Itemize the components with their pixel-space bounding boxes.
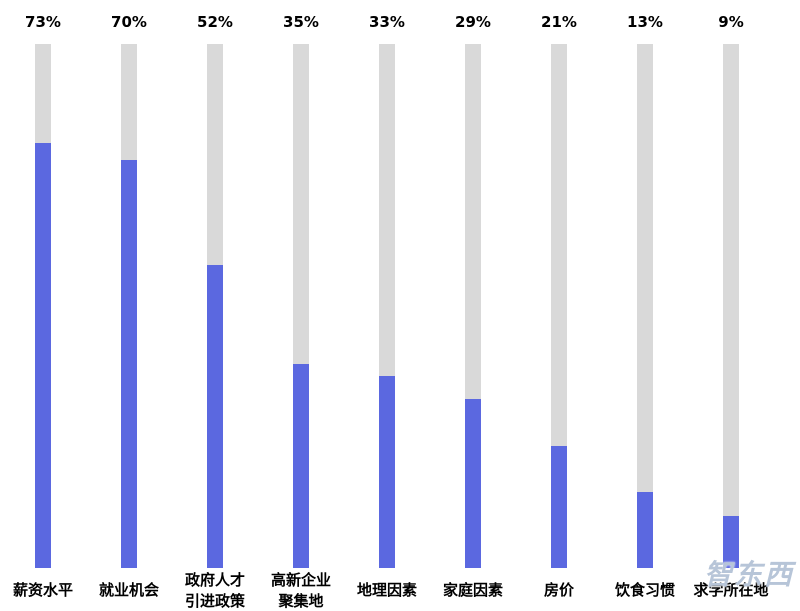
bar-track — [379, 44, 395, 568]
bar-value-label: 29% — [455, 13, 491, 31]
bar-category-label: 家庭因素 — [442, 581, 503, 600]
bar-column: 73% 薪资水平 — [0, 0, 86, 611]
bar-value-label: 35% — [283, 13, 319, 31]
bar-value-label: 33% — [369, 13, 405, 31]
bar-track — [121, 44, 137, 568]
bar-column: 9% 求学所在地 — [688, 0, 774, 611]
bar-category-label: 求学所在地 — [693, 581, 769, 600]
bar-fill — [723, 515, 739, 568]
bar-fill — [207, 265, 223, 568]
bar-value-label: 13% — [627, 13, 663, 31]
bar-fill — [35, 142, 51, 568]
bar-category-label: 政府人才 引进政策 — [184, 571, 245, 610]
bar-category-label: 就业机会 — [98, 581, 159, 600]
bar-track — [293, 44, 309, 568]
bar-track — [35, 44, 51, 568]
bar-value-label: 21% — [541, 13, 577, 31]
bar-category-label: 房价 — [543, 581, 574, 600]
bar-column: 33% 地理因素 — [344, 0, 430, 611]
bar-column: 70% 就业机会 — [86, 0, 172, 611]
bar-value-label: 9% — [718, 13, 744, 31]
bar-column: 21% 房价 — [516, 0, 602, 611]
bar-fill — [637, 492, 653, 568]
bar-fill — [551, 445, 567, 568]
bar-value-label: 73% — [25, 13, 61, 31]
bar-fill — [293, 364, 309, 568]
bar-column: 35% 高新企业 聚集地 — [258, 0, 344, 611]
bar-track — [723, 44, 739, 568]
bar-column: 13% 饮食习惯 — [602, 0, 688, 611]
bar-fill — [379, 375, 395, 568]
bar-track — [637, 44, 653, 568]
bar-column: 29% 家庭因素 — [430, 0, 516, 611]
bar-track — [207, 44, 223, 568]
bar-track — [551, 44, 567, 568]
bar-fill — [465, 399, 481, 568]
bar-category-label: 地理因素 — [356, 581, 417, 600]
bar-category-label: 高新企业 聚集地 — [270, 571, 331, 610]
bar-value-label: 70% — [111, 13, 147, 31]
bar-value-label: 52% — [197, 13, 233, 31]
bar-fill — [121, 160, 137, 568]
bar-column: 52% 政府人才 引进政策 — [172, 0, 258, 611]
bar-track — [465, 44, 481, 568]
bar-category-label: 薪资水平 — [12, 581, 73, 600]
bar-category-label: 饮食习惯 — [614, 581, 675, 600]
